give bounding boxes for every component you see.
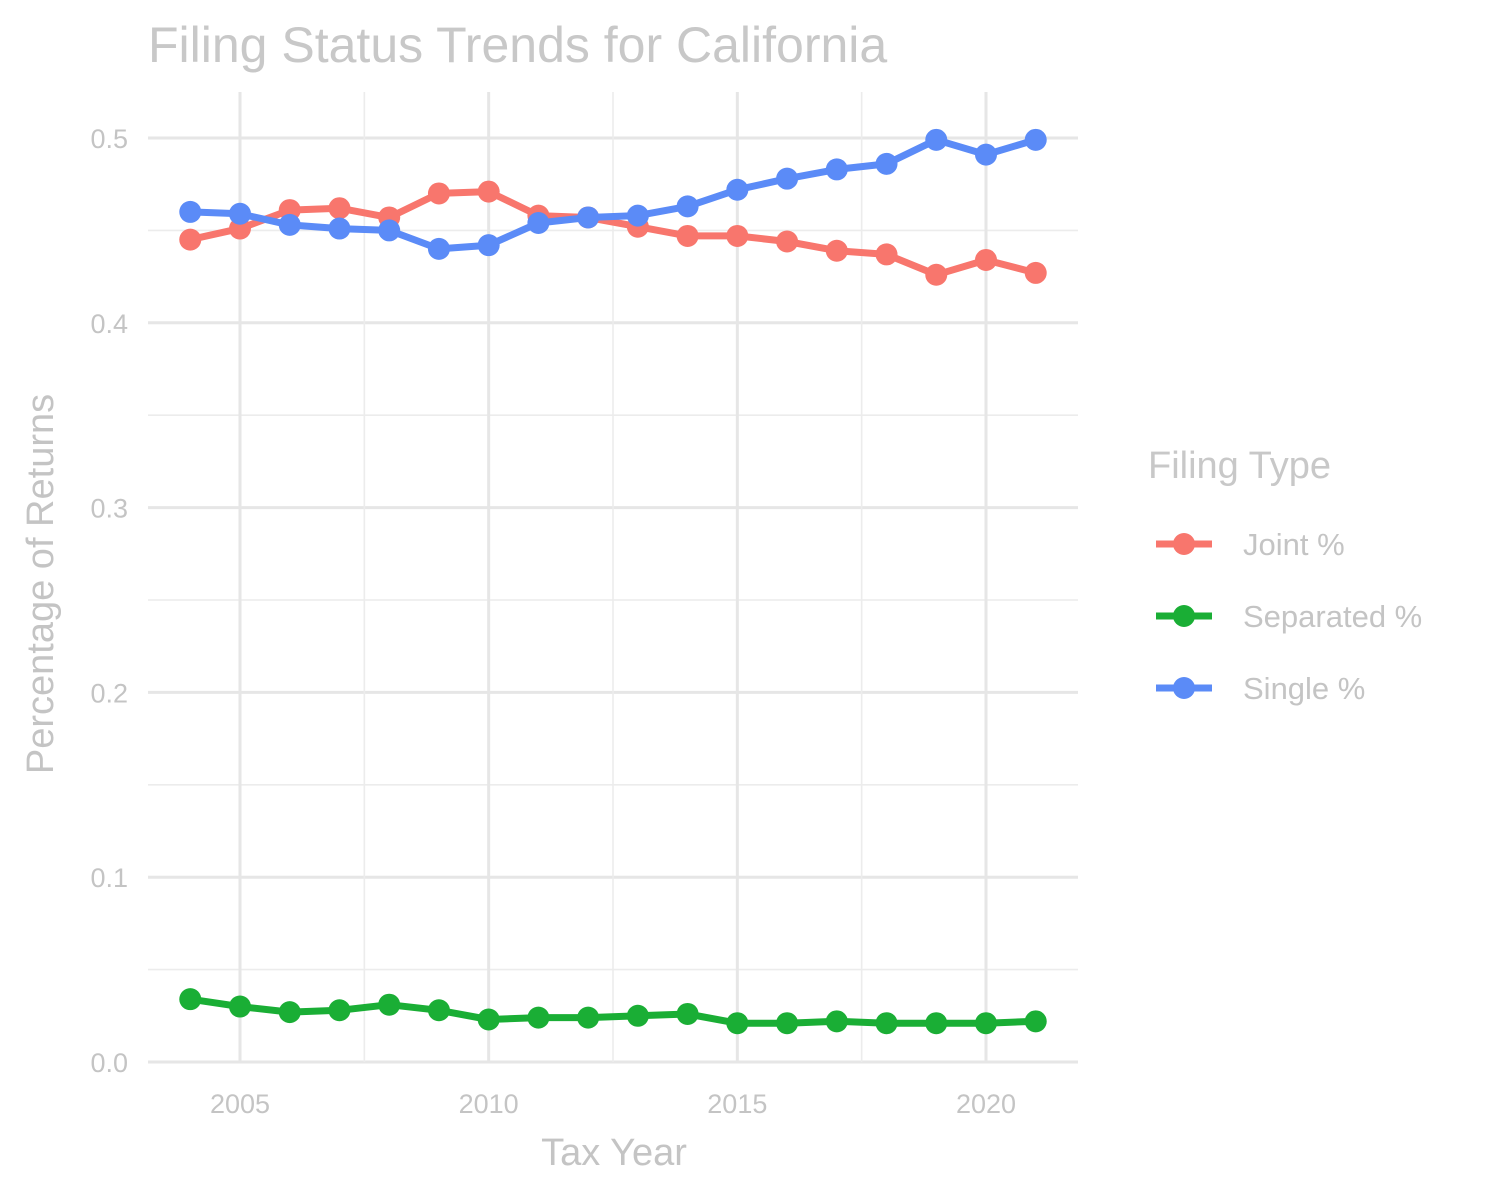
data-point-joint [427,182,450,205]
legend-item-joint: Joint % [1156,527,1345,562]
legend-label: Joint % [1243,527,1345,562]
data-point-separated [925,1012,948,1035]
axis-tick-labels: 0.0 0.1 0.2 0.3 0.4 0.5 2005 2010 2015 2020 [90,124,1016,1119]
y-tick-label: 0.5 [90,124,128,154]
x-tick-label: 2010 [459,1089,519,1119]
data-point-separated [179,988,202,1011]
x-tick-label: 2020 [956,1089,1016,1119]
data-point-separated [477,1008,500,1031]
data-point-separated [825,1010,848,1033]
data-point-single [229,202,252,225]
data-point-single [875,152,898,175]
data-point-single [378,219,401,242]
data-point-single [925,128,948,151]
data-point-separated [527,1006,550,1029]
legend-swatch-point [1173,533,1195,555]
data-point-single [477,234,500,257]
data-point-separated [378,993,401,1016]
legend-title: Filing Type [1148,445,1331,487]
y-tick-label: 0.0 [90,1048,128,1078]
series-layer [179,128,1047,1035]
x-axis-title: Tax Year [541,1132,687,1174]
data-point-joint [825,239,848,262]
data-point-single [577,206,600,229]
data-point-separated [875,1012,898,1035]
data-point-separated [974,1012,997,1035]
legend: Filing Type Joint % Separated % Single % [1148,445,1422,706]
plot-grid [148,92,1078,1064]
data-point-separated [577,1006,600,1029]
data-point-single [179,200,202,223]
x-tick-label: 2005 [210,1089,270,1119]
series-single [179,128,1047,260]
data-point-joint [974,248,997,271]
data-point-single [527,212,550,235]
data-point-single [676,195,699,218]
data-point-joint [179,228,202,251]
y-tick-label: 0.2 [90,678,128,708]
data-point-single [1024,128,1047,151]
legend-items: Joint % Separated % Single % [1156,527,1422,706]
legend-swatch-point [1173,677,1195,699]
data-point-single [328,217,351,240]
data-point-single [626,204,649,227]
data-point-separated [1024,1010,1047,1033]
data-point-separated [278,1001,301,1024]
data-point-separated [626,1004,649,1027]
data-point-single [776,167,799,190]
data-point-separated [229,995,252,1018]
legend-label: Separated % [1243,599,1422,634]
y-tick-label: 0.1 [90,863,128,893]
data-point-joint [1024,261,1047,284]
y-tick-label: 0.3 [90,494,128,524]
data-point-separated [427,999,450,1022]
data-point-separated [328,999,351,1022]
data-point-separated [726,1012,749,1035]
data-point-joint [776,230,799,253]
x-tick-label: 2015 [707,1089,767,1119]
series-separated [179,988,1047,1035]
data-point-single [726,178,749,201]
series-joint [179,180,1047,286]
data-point-single [825,158,848,181]
data-point-joint [726,224,749,247]
data-point-joint [328,197,351,220]
data-point-single [974,143,997,166]
data-point-joint [477,180,500,203]
legend-label: Single % [1243,671,1365,706]
y-axis-title: Percentage of Returns [20,394,62,774]
data-point-single [278,213,301,236]
legend-swatch-point [1173,605,1195,627]
y-tick-label: 0.4 [90,309,128,339]
data-point-separated [676,1002,699,1025]
data-point-joint [676,224,699,247]
chart-title: Filing Status Trends for California [148,17,887,73]
legend-item-single: Single % [1156,671,1365,706]
data-point-joint [875,243,898,266]
data-point-joint [925,263,948,286]
legend-item-separated: Separated % [1156,599,1422,634]
data-point-single [427,237,450,260]
data-point-separated [776,1012,799,1035]
